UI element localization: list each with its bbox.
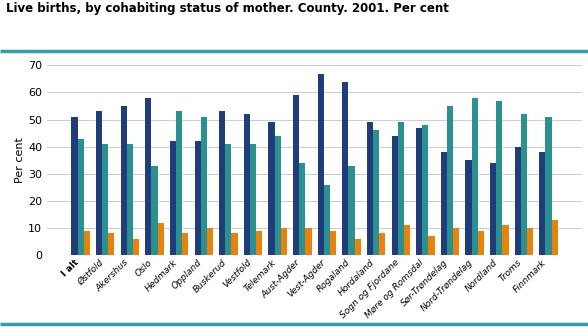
Bar [275,136,280,255]
Bar [78,139,83,255]
Bar [195,141,201,255]
Bar [521,114,527,255]
Bar [355,239,361,255]
Bar [219,112,225,255]
Bar [158,223,163,255]
Bar [496,101,502,255]
Bar [71,117,78,255]
Bar [299,163,305,255]
Bar [293,95,299,255]
Bar [268,122,275,255]
Bar [502,225,509,255]
Text: Live births, by cohabiting status of mother. County. 2001. Per cent: Live births, by cohabiting status of mot… [6,2,449,15]
Bar [96,112,102,255]
Y-axis label: Per cent: Per cent [15,137,25,183]
Bar [324,185,330,255]
Bar [367,122,373,255]
Bar [453,228,459,255]
Bar [133,239,139,255]
Bar [478,231,484,255]
Bar [250,144,256,255]
Bar [472,98,478,255]
Bar [102,144,108,255]
Bar [121,106,127,255]
Bar [404,225,410,255]
Bar [207,228,213,255]
Bar [539,152,546,255]
Bar [441,152,447,255]
Bar [151,166,158,255]
Bar [490,163,496,255]
Bar [373,130,379,255]
Bar [170,141,176,255]
Bar [546,117,552,255]
Bar [466,160,472,255]
Bar [527,228,533,255]
Bar [232,233,238,255]
Bar [145,98,151,255]
Bar [305,228,312,255]
Bar [83,231,90,255]
Bar [397,122,404,255]
Bar [318,74,324,255]
Bar [176,112,182,255]
Bar [429,236,435,255]
Bar [182,233,188,255]
Bar [416,128,422,255]
Bar [330,231,336,255]
Bar [379,233,385,255]
Bar [552,220,558,255]
Bar [225,144,232,255]
Bar [244,114,250,255]
Bar [342,82,349,255]
Bar [108,233,115,255]
Bar [514,147,521,255]
Bar [201,117,207,255]
Bar [349,166,355,255]
Bar [447,106,453,255]
Bar [280,228,287,255]
Bar [127,144,133,255]
Bar [392,136,397,255]
Bar [256,231,262,255]
Bar [422,125,429,255]
